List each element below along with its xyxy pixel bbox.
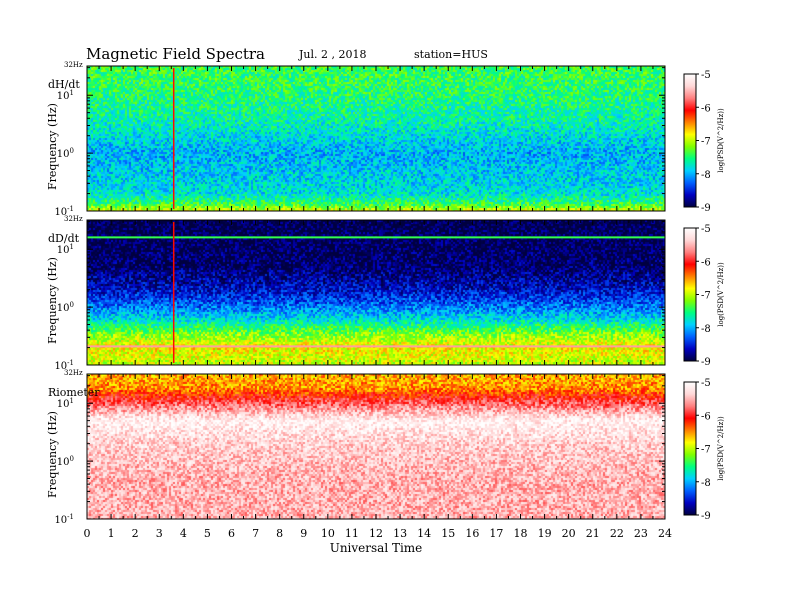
- figure-header: Magnetic Field Spectra Jul. 2 , 2018 sta…: [0, 0, 792, 66]
- y-axis-label: Frequency (Hz): [46, 257, 59, 344]
- x-tick-label: 12: [369, 527, 383, 540]
- x-tick-label: 21: [586, 527, 600, 540]
- x-tick-label: 4: [180, 527, 187, 540]
- colorbar-tick-label: -6: [701, 103, 711, 114]
- x-tick-label: 2: [132, 527, 139, 540]
- colorbar-tick-label: -8: [701, 478, 711, 489]
- colorbar-tick-label: -7: [701, 445, 711, 456]
- spectrogram-image: [87, 374, 665, 519]
- figure-title: Magnetic Field Spectra: [86, 45, 265, 63]
- colorbar-tick-label: -5: [701, 378, 711, 389]
- x-tick-label: 20: [562, 527, 576, 540]
- panel-label: dD/dt: [48, 232, 80, 245]
- colorbar: [683, 227, 697, 362]
- figure-date: Jul. 2 , 2018: [299, 48, 367, 61]
- colorbar-tick-label: -5: [701, 70, 711, 81]
- x-tick-label: 3: [156, 527, 163, 540]
- y-tick-label: 101: [57, 243, 74, 256]
- colorbar-label: log(PSD(V^2/Hz)): [717, 416, 725, 481]
- x-tick-label: 6: [228, 527, 235, 540]
- y-tick-label: 10-1: [54, 205, 74, 218]
- colorbar-tick-label: -9: [701, 203, 711, 214]
- y-axis-label: Frequency (Hz): [46, 411, 59, 498]
- x-tick-label: 15: [441, 527, 455, 540]
- x-tick-label: 22: [610, 527, 624, 540]
- x-tick-label: 8: [276, 527, 283, 540]
- x-tick-label: 16: [465, 527, 479, 540]
- colorbar: [683, 381, 697, 516]
- colorbar-tick-label: -5: [701, 224, 711, 235]
- x-tick-label: 0: [84, 527, 91, 540]
- y-tick-label: 100: [57, 147, 74, 160]
- x-tick-label: 13: [393, 527, 407, 540]
- y-tick-label: 10-1: [54, 359, 74, 372]
- y-axis-label: Frequency (Hz): [46, 103, 59, 190]
- colorbar-tick-label: -7: [701, 137, 711, 148]
- colorbar-tick-label: -7: [701, 291, 711, 302]
- x-tick-label: 7: [252, 527, 259, 540]
- y-tick-label: 10-1: [54, 513, 74, 526]
- spectrogram-panel-2: 10-1 100 101 32Hz dD/dt Frequency (Hz) -5 -6 -7 -…: [46, 215, 725, 372]
- colorbar: [683, 73, 697, 208]
- x-tick-label: 11: [345, 527, 359, 540]
- y-tick-label: 100: [57, 455, 74, 468]
- y-tick-label: 101: [57, 89, 74, 102]
- x-tick-label: 14: [417, 527, 431, 540]
- panel-label: Riometer: [48, 386, 100, 399]
- x-tick-label: 17: [489, 527, 503, 540]
- panel-label: dH/dt: [48, 78, 80, 91]
- x-tick-label: 24: [658, 527, 672, 540]
- x-tick-label: 1: [108, 527, 115, 540]
- top-frequency-label: 32Hz: [64, 215, 83, 223]
- spectrogram-panel-1: 10-1 100 101 32Hz dH/dt Frequency (Hz) -5 -6 -7 -…: [46, 61, 725, 218]
- colorbar-tick-label: -9: [701, 357, 711, 368]
- y-tick-label: 101: [57, 397, 74, 410]
- y-tick-label: 100: [57, 301, 74, 314]
- colorbar-tick-label: -9: [701, 511, 711, 522]
- colorbar-tick-label: -8: [701, 324, 711, 335]
- colorbar-label: log(PSD(V^2/Hz)): [717, 108, 725, 173]
- top-frequency-label: 32Hz: [64, 369, 83, 377]
- x-tick-label: 9: [300, 527, 307, 540]
- colorbar-label: log(PSD(V^2/Hz)): [717, 262, 725, 327]
- station-label: station=HUS: [414, 48, 488, 61]
- x-tick-label: 10: [321, 527, 335, 540]
- spectrogram-image: [87, 220, 665, 365]
- x-tick-label: 18: [514, 527, 528, 540]
- x-tick-label: 19: [538, 527, 552, 540]
- colorbar-tick-label: -6: [701, 257, 711, 268]
- x-tick-label: 5: [204, 527, 211, 540]
- x-axis-label: Universal Time: [330, 541, 423, 555]
- colorbar-tick-label: -6: [701, 411, 711, 422]
- x-tick-label: 23: [634, 527, 648, 540]
- spectrogram-image: [87, 66, 665, 211]
- top-frequency-label: 32Hz: [64, 61, 83, 69]
- colorbar-tick-label: -8: [701, 170, 711, 181]
